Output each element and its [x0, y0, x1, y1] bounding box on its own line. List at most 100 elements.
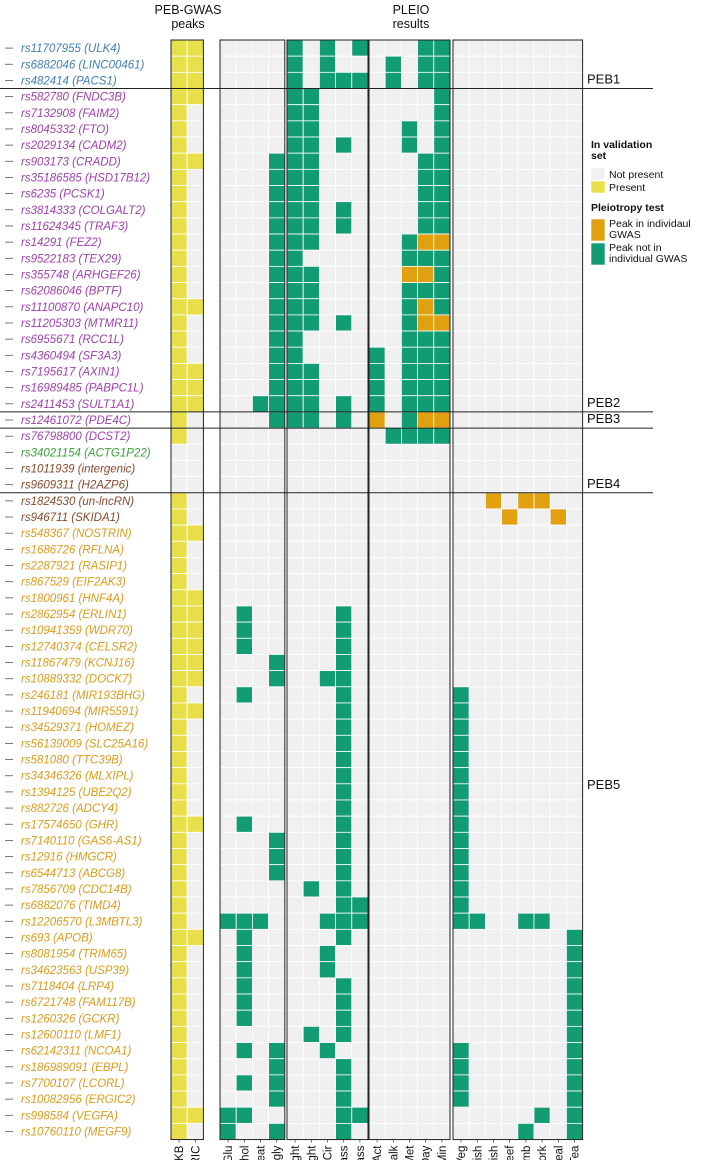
cell-rs56139009-metwalk	[384, 734, 402, 752]
cell-rs12600110-noilfish	[484, 1025, 502, 1043]
cell-rs482414-metmodact	[368, 71, 386, 89]
cell-rs10941359-sumday	[417, 621, 435, 639]
cell-rs34346326-height	[302, 767, 320, 785]
cell-rs12461072-trigly	[268, 411, 286, 429]
cell-rs4360494-aric	[186, 346, 204, 364]
cell-rs34623563-waistcir	[318, 961, 336, 979]
row-label: rs10889332 (DOCK7)	[21, 674, 132, 686]
cell-rs62086046-creat	[251, 282, 269, 300]
cell-rs14291-cereal	[549, 233, 567, 251]
cell-rs10941359-rawveg	[452, 621, 470, 639]
cell-rs7700107-metmodact	[368, 1074, 386, 1092]
cell-rs10889332-aric	[186, 670, 204, 688]
cell-rs2029134-sumday	[417, 136, 435, 154]
cell-rs10941359-creat	[251, 621, 269, 639]
cell-rs7140110-oilyfish	[468, 831, 486, 849]
cell-rs6882046-noilfish	[484, 55, 502, 73]
cell-rs7132908-summin	[433, 104, 451, 122]
cell-rs246181-metmodact	[368, 686, 386, 704]
cell-rs882726-oilyfish	[468, 799, 486, 817]
row-label: rs12740374 (CELSR2)	[21, 641, 138, 653]
cell-rs14291-rawveg	[452, 233, 470, 251]
cell-rs62086046-weight	[286, 282, 304, 300]
cell-rs34346326-metwalk	[384, 767, 402, 785]
cell-rs10889332-metwalk	[384, 670, 402, 688]
cell-rs62142311-waistcir	[318, 1042, 336, 1060]
row-label: rs12461072 (PDE4C)	[21, 415, 131, 427]
cell-rs2862954-weight	[286, 605, 304, 623]
cell-rs12600110-tea	[566, 1025, 584, 1043]
cell-rs9522183-cereal	[549, 249, 567, 267]
cell-rs946711-oilyfish	[468, 508, 486, 526]
cell-rs7195617-lamb	[517, 362, 535, 380]
cell-rs34021154-beef	[501, 443, 519, 461]
cell-rs9522183-fatmass	[351, 249, 369, 267]
cell-rs34346326-waistcir	[318, 767, 336, 785]
cell-rs6235-ukb	[170, 185, 188, 203]
cell-rs34529371-tea	[566, 718, 584, 736]
cell-rs6721748-leanmass	[335, 993, 353, 1011]
cell-rs7700107-ukb	[170, 1074, 188, 1092]
cell-rs2862954-aric	[186, 605, 204, 623]
cell-rs693-pork	[533, 928, 551, 946]
cell-rs355748-waistcir	[318, 265, 336, 283]
cell-rs7118404-lamb	[517, 977, 535, 995]
cell-rs62086046-glu	[219, 282, 237, 300]
cell-rs2411453-metwalk	[384, 395, 402, 413]
cell-rs1824530-metmodact	[368, 492, 386, 510]
cell-rs2862954-summin	[433, 605, 451, 623]
cell-rs35186585-beef	[501, 168, 519, 186]
cell-rs7700107-creat	[251, 1074, 269, 1092]
cell-rs12206570-noilfish	[484, 912, 502, 930]
cell-rs11205303-height	[302, 314, 320, 332]
cell-rs16989485-trigly	[268, 379, 286, 397]
cell-rs76798800-metwalk	[384, 427, 402, 445]
cell-rs548367-weight	[286, 524, 304, 542]
cell-rs14291-leanmass	[335, 233, 353, 251]
cell-rs34623563-summin	[433, 961, 451, 979]
cell-rs9522183-pork	[533, 249, 551, 267]
cell-rs17574650-leanmass	[335, 815, 353, 833]
cell-rs2029134-chol	[235, 136, 253, 154]
cell-rs4360494-cereal	[549, 346, 567, 364]
row-label: rs56139009 (SLC25A16)	[21, 738, 148, 750]
cell-rs14291-lamb	[517, 233, 535, 251]
cell-rs16989485-ukb	[170, 379, 188, 397]
cell-rs7700107-chol	[235, 1074, 253, 1092]
cell-rs11205303-lamb	[517, 314, 535, 332]
cell-rs14291-trigly	[268, 233, 286, 251]
cell-rs7856709-tea	[566, 880, 584, 898]
cell-rs7195617-rawveg	[452, 362, 470, 380]
cell-rs1824530-cereal	[549, 492, 567, 510]
cell-rs6955671-weight	[286, 330, 304, 348]
cell-rs10889332-ukb	[170, 670, 188, 688]
cell-rs14291-noilfish	[484, 233, 502, 251]
cell-rs548367-height	[302, 524, 320, 542]
cell-rs34623563-aric	[186, 961, 204, 979]
cell-rs62086046-chol	[235, 282, 253, 300]
cell-rs8045332-pork	[533, 120, 551, 138]
cell-rs10082956-trigly	[268, 1090, 286, 1108]
cell-rs548367-oilyfish	[468, 524, 486, 542]
cell-rs6721748-summin	[433, 993, 451, 1011]
cell-rs2862954-metmodact	[368, 605, 386, 623]
cell-rs2029134-lamb	[517, 136, 535, 154]
cell-rs7140110-sumday	[417, 831, 435, 849]
legend-swatch-not-present	[590, 167, 606, 181]
cell-rs3814333-pork	[533, 201, 551, 219]
cell-rs76798800-tea	[566, 427, 584, 445]
cell-rs581080-waistcir	[318, 751, 336, 769]
cell-rs12461072-chol	[235, 411, 253, 429]
cell-rs12916-metmodact	[368, 848, 386, 866]
cell-rs482414-creat	[251, 71, 269, 89]
cell-rs9609311-sumday	[417, 476, 435, 494]
cell-rs12206570-rawveg	[452, 912, 470, 930]
cell-rs581080-chol	[235, 751, 253, 769]
cell-rs14291-pork	[533, 233, 551, 251]
cell-rs6235-cereal	[549, 185, 567, 203]
cell-rs2862954-oilyfish	[468, 605, 486, 623]
cell-rs1800961-tea	[566, 589, 584, 607]
cell-rs2029134-beef	[501, 136, 519, 154]
cell-rs6721748-waistcir	[318, 993, 336, 1011]
cell-rs693-summet	[400, 928, 418, 946]
